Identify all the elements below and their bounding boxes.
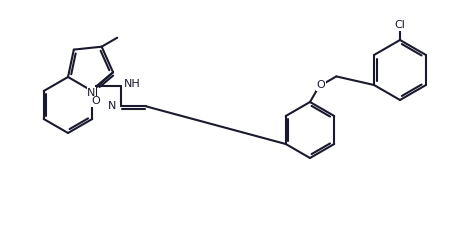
- Text: N: N: [87, 88, 95, 98]
- Text: Cl: Cl: [395, 20, 406, 30]
- Text: O: O: [92, 96, 100, 106]
- Text: O: O: [317, 80, 326, 90]
- Text: N: N: [108, 102, 116, 111]
- Text: NH: NH: [124, 79, 141, 90]
